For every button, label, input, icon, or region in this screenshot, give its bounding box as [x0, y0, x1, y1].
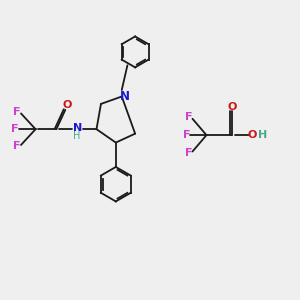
Text: H: H [74, 131, 81, 141]
Text: O: O [62, 100, 71, 110]
Text: F: F [13, 107, 21, 117]
Text: F: F [182, 130, 190, 140]
Text: F: F [185, 112, 192, 122]
Text: N: N [120, 90, 130, 103]
Text: H: H [258, 130, 267, 140]
Text: F: F [11, 124, 19, 134]
Text: F: F [185, 148, 192, 158]
Text: O: O [227, 102, 236, 112]
Text: O: O [248, 130, 257, 140]
Text: F: F [13, 141, 21, 152]
Text: N: N [73, 123, 82, 133]
